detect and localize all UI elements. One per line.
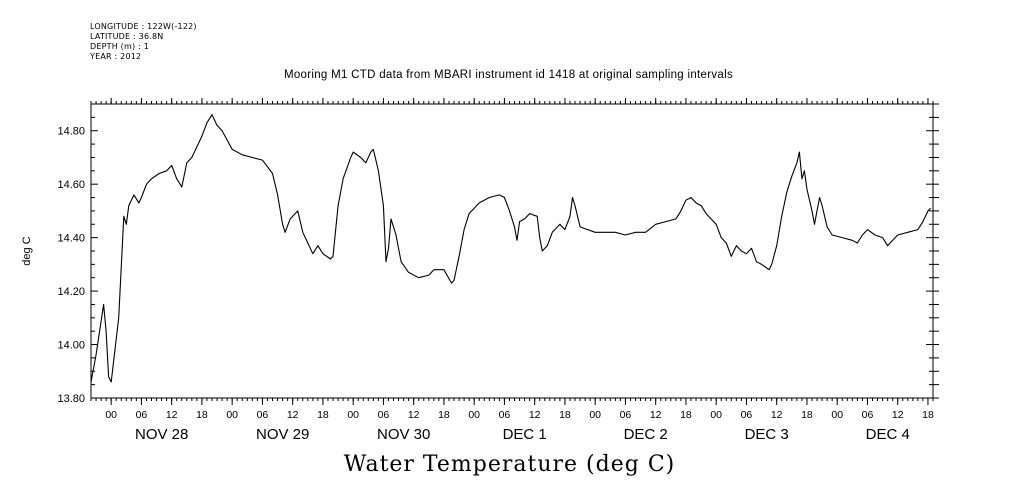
y-axis: 13.80 14.00 14.20 14.40 14.60 14.80 (57, 103, 939, 405)
chart-title: Mooring M1 CTD data from MBARI instrumen… (283, 69, 734, 81)
series-layer (90, 114, 931, 383)
mooring-info-block: LONGITUDE : 122W(-122) LATITUDE : 36.8N … (90, 22, 197, 62)
x-hour-label: 18 (559, 409, 571, 421)
x-hour-label: 18 (680, 409, 692, 421)
x-day-label: DEC 2 (624, 426, 668, 443)
x-hour-label: 12 (771, 409, 783, 421)
x-hour-label: 06 (499, 409, 511, 421)
y-axis-label: deg C (21, 236, 33, 265)
x-hour-label: 00 (710, 409, 722, 421)
x-axis-title: Water Temperature (deg C) (343, 452, 676, 477)
y-tick-label: 14.60 (57, 179, 85, 191)
x-day-label: NOV 30 (377, 426, 430, 443)
x-hour-label: 06 (620, 409, 632, 421)
x-day-label: NOV 29 (256, 426, 309, 443)
x-hour-label: 18 (317, 409, 329, 421)
plot-frame (90, 103, 934, 399)
x-hour-label: 00 (105, 409, 117, 421)
x-hour-label: 06 (741, 409, 753, 421)
x-hour-label: 00 (347, 409, 359, 421)
x-hour-label: 06 (136, 409, 148, 421)
x-hour-label: 12 (287, 409, 299, 421)
x-hour-label: 00 (468, 409, 480, 421)
x-hour-label: 00 (226, 409, 238, 421)
y-tick-label: 14.00 (57, 340, 85, 352)
x-day-label: DEC 4 (866, 426, 910, 443)
x-day-label: DEC 3 (745, 426, 789, 443)
x-hour-label: 12 (650, 409, 662, 421)
x-hour-label: 00 (589, 409, 601, 421)
x-hour-label: 12 (892, 409, 904, 421)
latitude-info: LATITUDE : 36.8N (90, 32, 164, 41)
x-axis: 00 06 12 18 00 06 12 18 00 06 12 18 00 06 12 18 00 06 12 18… (90, 98, 934, 443)
y-tick-label: 13.80 (57, 393, 85, 405)
x-hour-label: 18 (801, 409, 813, 421)
x-day-label: NOV 28 (135, 426, 188, 443)
temperature-series-line (90, 114, 931, 383)
depth-info: DEPTH (m) : 1 (90, 42, 149, 51)
y-tick-label: 14.40 (57, 233, 85, 245)
x-hour-label: 18 (922, 409, 934, 421)
longitude-info: LONGITUDE : 122W(-122) (90, 22, 197, 31)
year-info: YEAR : 2012 (90, 52, 142, 61)
x-hour-label: 06 (257, 409, 269, 421)
x-hour-label: 12 (408, 409, 420, 421)
x-day-label: DEC 1 (503, 426, 547, 443)
x-hour-label: 18 (196, 409, 208, 421)
y-tick-label: 14.20 (57, 286, 85, 298)
x-hour-label: 12 (529, 409, 541, 421)
x-hour-label: 18 (438, 409, 450, 421)
y-tick-label: 14.80 (57, 126, 85, 138)
x-hour-label: 06 (378, 409, 390, 421)
x-hour-label: 12 (166, 409, 178, 421)
x-hour-label: 00 (831, 409, 843, 421)
x-hour-label: 06 (862, 409, 874, 421)
